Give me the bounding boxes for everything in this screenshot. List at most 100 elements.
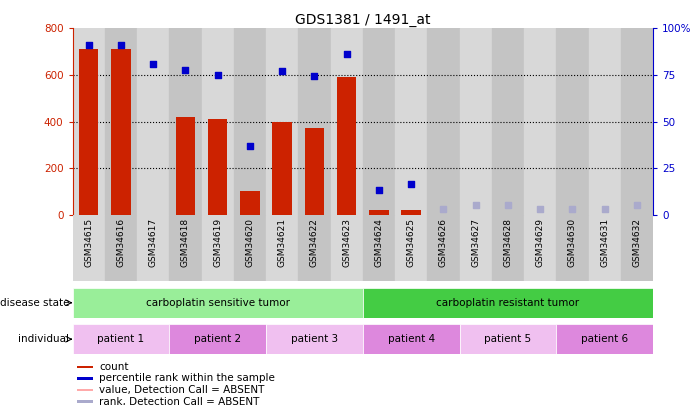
Bar [369,210,388,215]
Text: patient 6: patient 6 [581,334,628,344]
Bar [337,77,357,215]
Text: count: count [99,362,129,372]
Bar [176,117,195,215]
Bar [77,401,93,403]
Point [83,41,94,48]
Bar [330,28,363,215]
Bar [460,28,492,215]
Title: GDS1381 / 1491_at: GDS1381 / 1491_at [295,13,430,27]
Text: GSM34618: GSM34618 [181,218,190,267]
Bar [556,215,589,281]
Point [276,68,287,75]
Bar [77,377,93,380]
Bar [363,28,395,215]
Text: GSM34620: GSM34620 [245,218,254,267]
Text: GSM34623: GSM34623 [342,218,351,267]
Bar [492,215,524,281]
Bar [240,192,260,215]
Bar [272,122,292,215]
Bar [208,119,227,215]
Bar [169,215,202,281]
Point [245,143,256,149]
Point [470,202,481,209]
Point [180,67,191,74]
Bar [460,215,492,281]
Point [438,206,449,212]
Text: carboplatin sensitive tumor: carboplatin sensitive tumor [146,298,290,308]
Text: patient 3: patient 3 [291,334,338,344]
Bar [137,215,169,281]
Bar [460,324,556,354]
Bar [524,28,556,215]
Point [309,73,320,79]
Bar [202,28,234,215]
Bar [492,28,524,215]
Point [148,61,159,68]
Text: value, Detection Call = ABSENT: value, Detection Call = ABSENT [99,385,265,395]
Bar [330,215,363,281]
Text: GSM34621: GSM34621 [278,218,287,267]
Text: patient 2: patient 2 [194,334,241,344]
Bar [169,324,266,354]
Text: GSM34615: GSM34615 [84,218,93,267]
Text: individual: individual [18,334,69,344]
Bar [77,389,93,391]
Point [341,51,352,57]
Text: disease state: disease state [0,298,69,308]
Bar [105,215,137,281]
Bar [363,324,460,354]
Bar [266,324,363,354]
Text: GSM34631: GSM34631 [600,218,609,267]
Bar [299,28,330,215]
Bar [524,215,556,281]
Text: patient 4: patient 4 [388,334,435,344]
Bar [589,28,621,215]
Text: GSM34629: GSM34629 [536,218,545,267]
Bar [621,28,653,215]
Bar [427,215,460,281]
Bar [363,288,653,318]
Bar [73,288,363,318]
Text: GSM34624: GSM34624 [375,218,384,267]
Bar [79,49,98,215]
Text: GSM34619: GSM34619 [213,218,223,267]
Bar [401,210,421,215]
Point [535,206,546,212]
Bar [395,28,427,215]
Point [567,206,578,212]
Bar [111,49,131,215]
Bar [202,215,234,281]
Bar [73,28,105,215]
Bar [77,366,93,368]
Point [373,187,384,194]
Text: GSM34616: GSM34616 [116,218,126,267]
Point [502,202,513,209]
Text: patient 5: patient 5 [484,334,531,344]
Point [115,41,126,48]
Bar [395,215,427,281]
Bar [266,28,299,215]
Bar [556,28,589,215]
Bar [169,28,202,215]
Bar [299,215,330,281]
Bar [305,128,324,215]
Text: GSM34626: GSM34626 [439,218,448,267]
Bar [234,28,266,215]
Bar [266,215,299,281]
Text: percentile rank within the sample: percentile rank within the sample [99,373,275,384]
Text: GSM34627: GSM34627 [471,218,480,267]
Point [632,202,643,209]
Text: GSM34632: GSM34632 [632,218,641,267]
Point [406,181,417,188]
Bar [73,215,105,281]
Bar [105,28,137,215]
Bar [556,324,653,354]
Point [212,72,223,78]
Point [599,206,610,212]
Bar [589,215,621,281]
Text: GSM34617: GSM34617 [149,218,158,267]
Bar [73,324,169,354]
Bar [137,28,169,215]
Bar [427,28,460,215]
Text: carboplatin resistant tumor: carboplatin resistant tumor [436,298,580,308]
